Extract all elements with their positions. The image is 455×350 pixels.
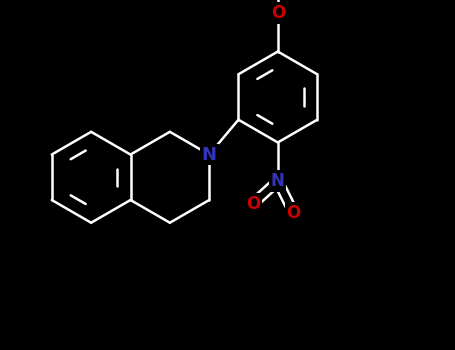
Text: O: O bbox=[271, 4, 285, 22]
Text: N: N bbox=[271, 172, 285, 190]
Text: O: O bbox=[246, 195, 260, 213]
Text: N: N bbox=[202, 146, 217, 163]
Text: O: O bbox=[287, 204, 301, 222]
